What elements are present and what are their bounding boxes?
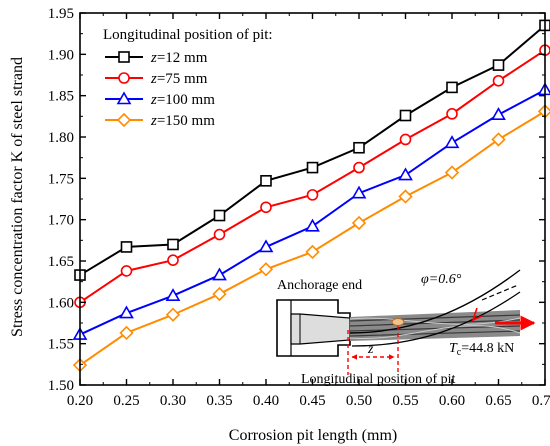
x-tick-label-2: 0.25 — [113, 393, 139, 409]
data-point-s4-2 — [119, 325, 134, 341]
data-point-s3-3 — [165, 288, 181, 302]
data-point-s2-8 — [399, 133, 412, 146]
legend: Longitudinal position of pit: z=12 mm z=7… — [103, 27, 273, 129]
legend-label-1: z=12 mm — [150, 50, 208, 66]
data-point-s2-2 — [120, 265, 133, 277]
data-point-s3-4 — [212, 267, 227, 281]
y-tick-label-8: 1.85 — [48, 89, 74, 105]
data-point-s2-10 — [492, 74, 505, 87]
x-tick-label-6: 0.45 — [299, 393, 325, 409]
data-point-s4-9 — [444, 165, 460, 180]
legend-label-2: z=75 mm — [150, 71, 208, 87]
legend-label-4: z=150 mm — [150, 113, 215, 129]
legend-label-3: z=100 mm — [150, 92, 215, 108]
angle-arrow — [471, 307, 483, 322]
data-point-s1-5 — [260, 175, 272, 187]
x-tick-label-4: 0.35 — [206, 393, 232, 409]
data-point-s2-3 — [167, 254, 179, 266]
data-point-s3-2 — [119, 305, 134, 319]
data-point-s3-7 — [351, 185, 367, 199]
data-point-s1-6 — [306, 161, 319, 174]
legend-item-2: z=75 mm — [105, 71, 208, 87]
data-point-s1-4 — [213, 209, 226, 222]
data-point-s2-4 — [213, 228, 226, 241]
data-point-s4-3 — [165, 307, 181, 322]
data-point-s3-5 — [258, 239, 274, 253]
corrosion-pit — [391, 318, 405, 326]
data-point-s4-10 — [491, 132, 506, 147]
y-tick-label-4: 1.65 — [48, 254, 74, 270]
data-point-s1-2 — [120, 241, 133, 253]
y-tick-label-7: 1.80 — [48, 130, 74, 146]
x-tick-label-11: 0.70 — [532, 393, 550, 409]
y-tick-label-1: 1.50 — [48, 378, 74, 394]
series-line-1 — [79, 24, 546, 276]
y-tick-label-5: 1.70 — [48, 213, 74, 229]
legend-item-3: z=100 mm — [105, 91, 215, 108]
axes: 1.50 1.55 1.60 1.65 1.70 1.75 1.80 1.85 1.90 1.95… — [48, 6, 550, 409]
x-tick-label-5: 0.40 — [253, 393, 279, 409]
inset-schematic: Anchorage end φ=0.6° z Tc=44.8 kN Longit… — [276, 269, 536, 387]
data-point-s3-10 — [491, 107, 506, 120]
data-point-s2-9 — [446, 108, 458, 120]
data-point-s1-7 — [353, 141, 365, 154]
pit-angle-label: φ=0.6° — [421, 272, 462, 287]
legend-item-1: z=12 mm — [105, 50, 208, 66]
data-point-s2-6 — [306, 189, 319, 201]
data-point-s2-7 — [353, 161, 365, 174]
y-tick-label-9: 1.90 — [48, 47, 74, 63]
y-tick-label-2: 1.55 — [48, 337, 74, 353]
data-point-s3-6 — [305, 218, 320, 232]
pit-position-label: Longitudinal position of pit — [301, 372, 455, 387]
y-tick-label-3: 1.60 — [48, 295, 74, 311]
x-tick-label-1: 0.20 — [67, 393, 93, 409]
bend-curve-lower — [351, 291, 521, 347]
data-point-s3-8 — [398, 167, 413, 181]
series-line-3 — [79, 88, 546, 336]
series-3 — [72, 82, 550, 340]
anchorage-end-label: Anchorage end — [277, 278, 362, 293]
legend-title: Longitudinal position of pit: — [103, 27, 273, 43]
data-point-s4-8 — [398, 189, 413, 204]
y-axis-title: Stress concentration factor K of steel s… — [9, 57, 26, 337]
data-point-s2-5 — [260, 201, 272, 214]
legend-marker-3 — [116, 91, 132, 105]
legend-marker-1 — [118, 51, 130, 63]
data-point-s4-6 — [305, 244, 320, 260]
x-tick-label-8: 0.55 — [392, 393, 418, 409]
y-tick-label-10: 1.95 — [48, 6, 74, 22]
y-tick-label-6: 1.75 — [48, 171, 74, 187]
data-point-s4-7 — [351, 215, 367, 231]
x-tick-label-10: 0.65 — [485, 393, 511, 409]
z-dimension-label: z — [367, 342, 374, 357]
legend-items: z=12 mm z=75 mm z=100 mm z=150 mm — [105, 50, 215, 129]
series-line-2 — [79, 49, 546, 304]
data-point-s3-9 — [444, 135, 460, 149]
series-1 — [74, 19, 550, 281]
x-tick-label-9: 0.60 — [439, 393, 465, 409]
legend-marker-2 — [118, 72, 130, 84]
bend-curve-upper — [349, 269, 521, 334]
series-2 — [74, 44, 550, 309]
x-tick-label-3: 0.30 — [160, 393, 186, 409]
legend-marker-4 — [116, 112, 132, 128]
legend-item-4: z=150 mm — [105, 112, 215, 129]
data-point-s4-4 — [212, 286, 227, 302]
data-point-s4-5 — [258, 262, 274, 277]
x-axis-title: Corrosion pit length (mm) — [229, 427, 397, 444]
tension-force-label: Tc=44.8 kN — [449, 341, 514, 358]
data-point-s1-10 — [492, 59, 505, 71]
angle-reference-line — [481, 284, 519, 301]
data-point-s1-3 — [167, 238, 179, 251]
data-point-s1-8 — [399, 109, 412, 122]
x-tick-label-7: 0.50 — [346, 393, 372, 409]
data-point-s1-9 — [446, 81, 458, 94]
